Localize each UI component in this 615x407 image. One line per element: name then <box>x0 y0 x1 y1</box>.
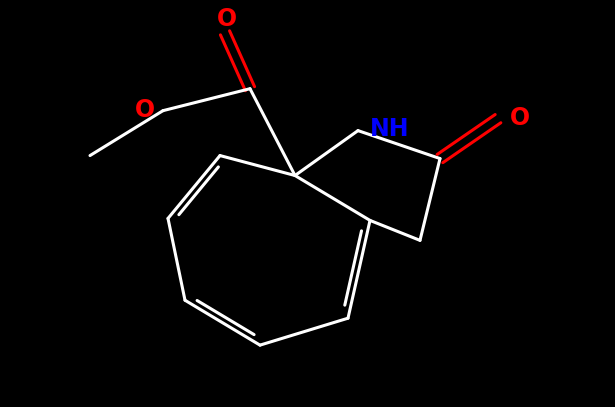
Text: O: O <box>135 98 155 122</box>
Text: NH: NH <box>370 117 410 140</box>
Text: O: O <box>510 106 530 130</box>
Text: O: O <box>217 7 237 31</box>
